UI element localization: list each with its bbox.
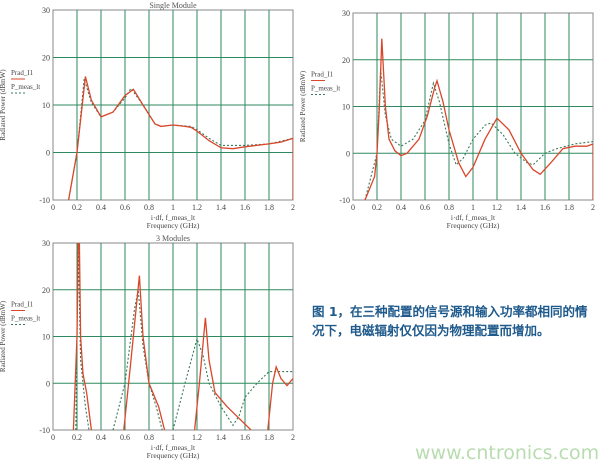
figure-caption: 图 1，在三种配置的信号源和输入功率都相同的情况下，电磁辐射仅仅因为物理配置而增…	[312, 304, 588, 338]
x-tick-label: 0	[351, 203, 355, 212]
y-tick-label: 10	[42, 101, 50, 110]
y-tick-label: 30	[42, 6, 50, 15]
y-tick-label: 30	[42, 239, 50, 248]
x-tick-label: 1	[171, 203, 175, 212]
x-tick-label: 0	[51, 203, 55, 212]
x-tick-label: 0.4	[96, 433, 106, 442]
y-tick-label: 10	[42, 333, 50, 342]
x-tick-label: 0.8	[144, 433, 154, 442]
y-tick-label: -10	[39, 426, 50, 435]
series-line-solid	[193, 317, 252, 430]
x-tick-label: 1.8	[264, 433, 274, 442]
x-tick-label: 0.2	[72, 203, 82, 212]
y-tick-label: 30	[342, 9, 350, 18]
x-axis-label: i·df, f_meas_lt	[151, 213, 196, 222]
legend-entry: P_meas_lt	[311, 85, 340, 93]
x-tick-label: 0.6	[420, 203, 430, 212]
y-tick-label: 10	[342, 103, 350, 112]
x-axis-label-units: Frequency (GHz)	[147, 221, 200, 230]
x-tick-label: 1.8	[264, 203, 274, 212]
x-tick-label: 0.2	[72, 433, 82, 442]
x-tick-label: 0.2	[372, 203, 382, 212]
x-tick-label: 1.2	[192, 203, 202, 212]
x-axis-label: i·df, f_meas_lt	[451, 213, 496, 222]
x-tick-label: 0.6	[120, 433, 130, 442]
series-line-solid	[67, 76, 293, 200]
y-tick-label: 20	[342, 56, 350, 65]
x-tick-label: 1.6	[240, 203, 250, 212]
x-tick-label: 1.6	[240, 433, 250, 442]
chart-title: 3 Modules	[156, 234, 190, 243]
x-tick-label: 0.8	[444, 203, 454, 212]
x-axis-label: i·df, f_meas_lt	[151, 443, 196, 452]
x-axis-label-units: Frequency (GHz)	[147, 451, 200, 460]
series-line-solid	[123, 275, 166, 430]
chart-1: 0 0.2 0.4 0.6 0.8 1 1.2 1.4 1.6 1.8 2-100102030Sin…	[0, 1, 295, 230]
y-axis-label: Radiated Power (dBmW)	[299, 70, 307, 142]
x-tick-label: 1	[471, 203, 475, 212]
legend-entry: Prad_I1	[11, 69, 34, 77]
x-axis-label-units: Frequency (GHz)	[447, 221, 500, 230]
series-line-dashed	[112, 289, 163, 430]
x-tick-label: 2	[591, 203, 595, 212]
x-tick-label: 0.4	[96, 203, 106, 212]
chart-2: 0 0.2 0.4 0.6 0.8 1 1.2 1.4 1.6 1.8 2-100102030i·d…	[299, 9, 595, 230]
x-tick-label: 1.4	[216, 203, 226, 212]
x-tick-label: 0.8	[144, 203, 154, 212]
legend-entry: Prad_I1	[311, 71, 334, 79]
x-tick-label: 2	[291, 203, 295, 212]
y-axis-label: Radiated Power (dBmW)	[0, 300, 7, 372]
y-tick-label: 0	[346, 149, 350, 158]
legend-entry: P_meas_lt	[11, 83, 40, 91]
legend-entry: Prad_I1	[11, 301, 34, 309]
series-line-solid	[72, 243, 93, 430]
y-tick-label: -10	[39, 196, 50, 205]
x-tick-label: 0	[51, 433, 55, 442]
x-tick-label: 1.6	[540, 203, 550, 212]
x-tick-label: 2	[291, 433, 295, 442]
series-line-dashed	[172, 336, 293, 430]
x-tick-label: 0.6	[120, 203, 130, 212]
y-tick-label: 20	[42, 54, 50, 63]
legend-entry: P_meas_lt	[11, 315, 40, 323]
x-tick-label: 1.4	[516, 203, 526, 212]
y-axis-label: Radiated Power (dBmW)	[0, 69, 7, 141]
x-tick-label: 1.4	[216, 433, 226, 442]
series-line-solid	[364, 38, 593, 200]
watermark: www.cntronics.com	[415, 442, 600, 464]
series-line-solid	[267, 364, 293, 430]
x-tick-label: 0.4	[396, 203, 406, 212]
x-tick-label: 1.8	[564, 203, 574, 212]
x-tick-label: 1	[171, 433, 175, 442]
y-tick-label: -10	[339, 196, 350, 205]
x-tick-label: 1.2	[192, 433, 202, 442]
chart-title: Single Module	[149, 1, 197, 10]
y-tick-label: 0	[46, 379, 50, 388]
y-tick-label: 0	[46, 149, 50, 158]
y-tick-label: 20	[42, 286, 50, 295]
x-tick-label: 1.2	[492, 203, 502, 212]
